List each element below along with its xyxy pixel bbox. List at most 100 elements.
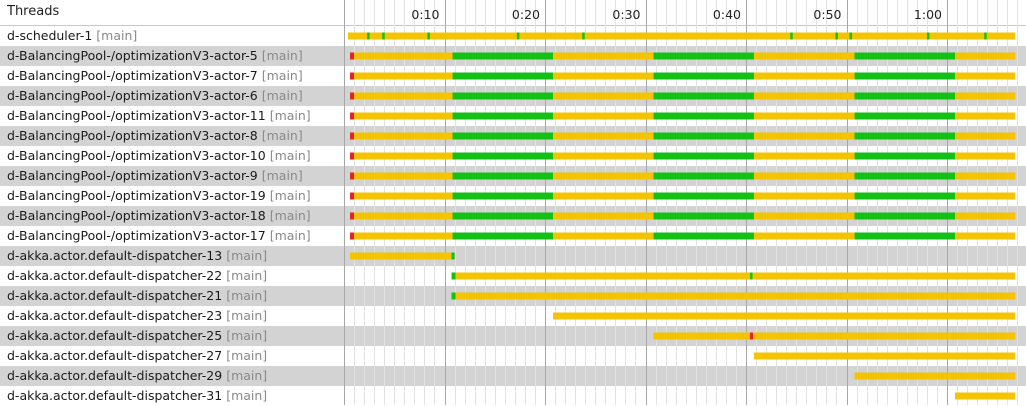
thread-state-segment-running[interactable] xyxy=(553,112,654,120)
thread-row-label[interactable]: d-akka.actor.default-dispatcher-23 [main] xyxy=(0,306,343,326)
thread-state-segment-blocked[interactable] xyxy=(451,252,455,260)
thread-state-segment-running[interactable] xyxy=(754,152,855,160)
thread-state-segment-running[interactable] xyxy=(754,232,855,240)
thread-state-segment-monitor[interactable] xyxy=(350,172,355,180)
thread-state-segment-blocked[interactable] xyxy=(854,92,956,100)
thread-state-segment-blocked[interactable] xyxy=(653,52,755,60)
thread-row-label[interactable]: d-akka.actor.default-dispatcher-31 [main] xyxy=(0,386,343,406)
thread-row-label[interactable]: d-BalancingPool-/optimizationV3-actor-8[… xyxy=(0,126,343,146)
thread-row-label[interactable]: d-BalancingPool-/optimizationV3-actor-9[… xyxy=(0,166,343,186)
thread-state-segment-running[interactable] xyxy=(955,92,1016,100)
thread-state-segment-monitor[interactable] xyxy=(350,192,355,200)
thread-state-segment-blocked[interactable] xyxy=(452,92,554,100)
thread-state-mark[interactable] xyxy=(382,32,385,40)
thread-row-label[interactable]: d-BalancingPool-/optimizationV3-actor-7[… xyxy=(0,66,343,86)
thread-state-mark[interactable] xyxy=(835,32,838,40)
thread-state-mark[interactable] xyxy=(427,32,430,40)
thread-row-label[interactable]: d-BalancingPool-/optimizationV3-actor-11… xyxy=(0,106,343,126)
thread-state-segment-blocked[interactable] xyxy=(854,192,956,200)
thread-state-segment-blocked[interactable] xyxy=(452,52,554,60)
thread-row-label[interactable]: d-BalancingPool-/optimizationV3-actor-18… xyxy=(0,206,343,226)
thread-state-segment-running[interactable] xyxy=(754,92,855,100)
timeline-chart[interactable]: 0:10 0:20 0:30 0:40 0:50 1:00 xyxy=(343,0,1026,405)
thread-state-segment-running[interactable] xyxy=(754,112,855,120)
thread-state-segment-blocked[interactable] xyxy=(452,212,554,220)
thread-state-segment-running[interactable] xyxy=(854,372,1016,380)
thread-state-mark[interactable] xyxy=(984,32,987,40)
thread-state-segment-running[interactable] xyxy=(553,92,654,100)
threads-column-header[interactable]: Threads xyxy=(0,0,343,26)
thread-state-segment-running[interactable] xyxy=(553,192,654,200)
thread-state-segment-blocked[interactable] xyxy=(653,72,755,80)
thread-state-segment-running[interactable] xyxy=(754,212,855,220)
thread-row-label[interactable]: d-scheduler-1 [main] xyxy=(0,26,343,46)
thread-state-segment-monitor[interactable] xyxy=(350,112,355,120)
thread-state-segment-running[interactable] xyxy=(754,192,855,200)
thread-state-segment-running[interactable] xyxy=(553,212,654,220)
thread-state-mark[interactable] xyxy=(582,32,585,40)
thread-row-label[interactable]: d-BalancingPool-/optimizationV3-actor-19… xyxy=(0,186,343,206)
thread-state-segment-blocked[interactable] xyxy=(452,172,554,180)
thread-state-segment-blocked[interactable] xyxy=(452,132,554,140)
thread-state-mark[interactable] xyxy=(367,32,370,40)
thread-state-segment-running[interactable] xyxy=(553,52,654,60)
thread-state-segment-blocked[interactable] xyxy=(854,132,956,140)
thread-state-segment-monitor[interactable] xyxy=(350,152,355,160)
thread-state-segment-blocked[interactable] xyxy=(452,232,554,240)
timeline-header[interactable] xyxy=(343,0,1026,25)
thread-row-label[interactable]: d-akka.actor.default-dispatcher-13 [main] xyxy=(0,246,343,266)
thread-state-segment-running[interactable] xyxy=(348,32,1016,40)
thread-state-segment-running[interactable] xyxy=(653,332,751,340)
thread-state-segment-running[interactable] xyxy=(354,72,453,80)
thread-row-label[interactable]: d-akka.actor.default-dispatcher-21 [main] xyxy=(0,286,343,306)
thread-state-segment-running[interactable] xyxy=(553,132,654,140)
thread-state-segment-running[interactable] xyxy=(955,152,1016,160)
thread-state-segment-blocked[interactable] xyxy=(452,192,554,200)
thread-state-segment-running[interactable] xyxy=(955,172,1016,180)
thread-state-segment-running[interactable] xyxy=(955,132,1016,140)
thread-state-segment-running[interactable] xyxy=(350,252,452,260)
thread-state-segment-blocked[interactable] xyxy=(653,112,755,120)
thread-state-segment-running[interactable] xyxy=(553,232,654,240)
thread-state-mark[interactable] xyxy=(790,32,793,40)
thread-state-segment-running[interactable] xyxy=(754,72,855,80)
thread-state-segment-running[interactable] xyxy=(455,272,1016,280)
thread-state-segment-running[interactable] xyxy=(354,132,453,140)
thread-state-segment-blocked[interactable] xyxy=(854,112,956,120)
thread-state-segment-running[interactable] xyxy=(354,232,453,240)
thread-state-segment-running[interactable] xyxy=(354,112,453,120)
thread-state-segment-running[interactable] xyxy=(955,72,1016,80)
thread-state-segment-monitor[interactable] xyxy=(350,52,355,60)
thread-state-mark[interactable] xyxy=(849,32,853,40)
thread-state-segment-blocked[interactable] xyxy=(452,112,554,120)
thread-row-label[interactable]: d-akka.actor.default-dispatcher-22 [main] xyxy=(0,266,343,286)
thread-state-segment-monitor[interactable] xyxy=(350,232,355,240)
thread-state-mark[interactable] xyxy=(516,32,520,40)
thread-row-label[interactable]: d-akka.actor.default-dispatcher-25 [main] xyxy=(0,326,343,346)
thread-state-segment-running[interactable] xyxy=(955,112,1016,120)
thread-state-segment-running[interactable] xyxy=(354,172,453,180)
thread-state-segment-monitor[interactable] xyxy=(350,132,355,140)
thread-state-segment-blocked[interactable] xyxy=(854,232,956,240)
thread-row-label[interactable]: d-akka.actor.default-dispatcher-27 [main] xyxy=(0,346,343,366)
thread-state-segment-running[interactable] xyxy=(354,152,453,160)
thread-state-segment-running[interactable] xyxy=(354,192,453,200)
thread-state-segment-running[interactable] xyxy=(553,72,654,80)
thread-state-segment-running[interactable] xyxy=(955,192,1016,200)
thread-state-segment-blocked[interactable] xyxy=(653,192,755,200)
thread-state-segment-running[interactable] xyxy=(754,352,1016,360)
thread-state-segment-running[interactable] xyxy=(354,212,453,220)
thread-state-segment-blocked[interactable] xyxy=(451,272,456,280)
thread-state-segment-blocked[interactable] xyxy=(854,52,956,60)
thread-state-segment-running[interactable] xyxy=(955,52,1016,60)
thread-state-segment-monitor[interactable] xyxy=(750,332,754,340)
thread-state-segment-running[interactable] xyxy=(553,312,1016,320)
thread-row-label[interactable]: d-BalancingPool-/optimizationV3-actor-17… xyxy=(0,226,343,246)
thread-state-segment-running[interactable] xyxy=(754,132,855,140)
thread-state-mark[interactable] xyxy=(750,272,753,280)
thread-state-segment-blocked[interactable] xyxy=(653,212,755,220)
thread-state-segment-running[interactable] xyxy=(754,52,855,60)
thread-row-label[interactable]: d-BalancingPool-/optimizationV3-actor-10… xyxy=(0,146,343,166)
thread-state-segment-running[interactable] xyxy=(354,92,453,100)
thread-state-segment-blocked[interactable] xyxy=(653,132,755,140)
